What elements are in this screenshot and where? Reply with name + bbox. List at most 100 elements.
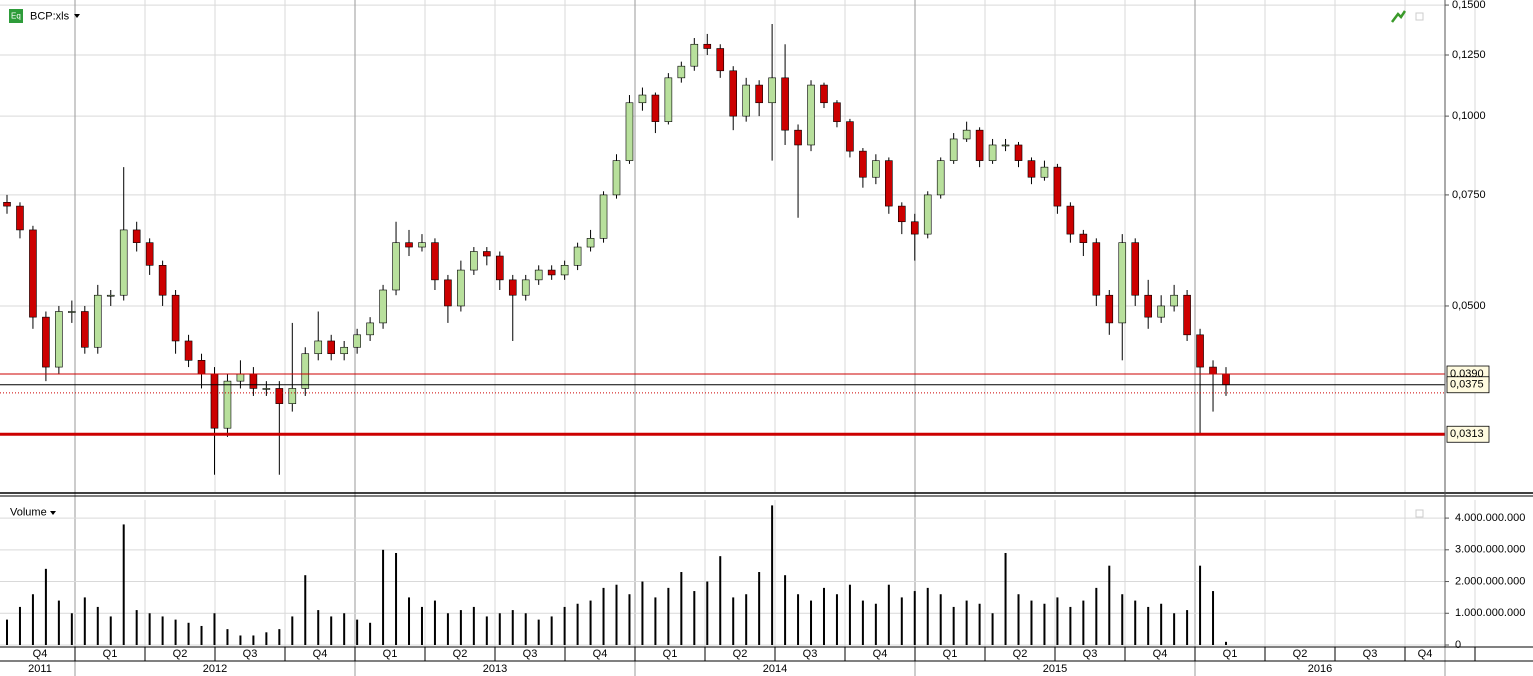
year-label: 2015 xyxy=(1043,663,1067,675)
dropdown-arrow[interactable] xyxy=(74,14,80,18)
candle-body xyxy=(3,202,11,207)
candle-body xyxy=(327,340,336,355)
volume-bar xyxy=(641,581,644,645)
candle-body xyxy=(936,160,945,196)
volume-bar xyxy=(654,597,657,645)
candle-body xyxy=(1040,166,1049,178)
candle-body xyxy=(781,77,789,131)
candle-body xyxy=(223,380,232,429)
volume-bar xyxy=(356,619,359,645)
dropdown-arrow[interactable] xyxy=(50,511,56,515)
quarter-label: Q4 xyxy=(1153,648,1168,660)
volume-bar xyxy=(1004,552,1007,645)
y-tick-label: 0,0500 xyxy=(1452,300,1486,312)
volume-bar xyxy=(628,594,631,645)
quarter-label: Q1 xyxy=(943,648,958,660)
volume-bar xyxy=(706,581,709,645)
candle-body xyxy=(249,373,258,389)
window-button[interactable] xyxy=(1415,509,1424,518)
candle-body xyxy=(807,84,815,146)
volume-title[interactable]: Volume xyxy=(10,506,47,518)
volume-bar xyxy=(1043,603,1046,645)
volume-bar xyxy=(524,613,527,645)
candle-body xyxy=(29,229,37,318)
y-tick-label: 0,1500 xyxy=(1452,0,1486,11)
volume-bar xyxy=(926,587,929,645)
level-label-box xyxy=(1446,425,1490,443)
chart-title[interactable]: BCP:xls xyxy=(30,10,70,22)
volume-bar xyxy=(511,610,514,645)
candle-body xyxy=(586,238,595,248)
volume-bar xyxy=(291,616,294,645)
candle-body xyxy=(379,289,387,324)
level-label: 0,0313 xyxy=(1450,428,1484,440)
volume-bar xyxy=(1017,594,1020,645)
volume-bar xyxy=(719,556,722,645)
candle-body xyxy=(457,269,465,307)
volume-bar xyxy=(1095,587,1098,645)
quarter-label: Q1 xyxy=(663,648,678,660)
candle-body xyxy=(885,160,893,207)
volume-bar xyxy=(485,616,488,645)
volume-bar xyxy=(83,597,86,645)
volume-bar xyxy=(771,505,774,645)
candle-body xyxy=(16,205,24,231)
quarter-label: Q4 xyxy=(1418,648,1433,660)
candle-body xyxy=(68,311,76,313)
volume-bar xyxy=(667,587,670,645)
quarter-label: Q2 xyxy=(1293,648,1308,660)
candle-body xyxy=(923,194,932,235)
volume-bar xyxy=(343,613,346,645)
candle-body xyxy=(275,388,284,404)
volume-bar xyxy=(1082,600,1085,645)
volume-bar xyxy=(1108,565,1111,645)
volume-bar xyxy=(395,552,398,645)
volume-bar xyxy=(563,606,566,645)
candle-body xyxy=(1196,334,1204,368)
candle-body xyxy=(444,279,452,307)
candle-body xyxy=(910,221,919,235)
candle-body xyxy=(573,246,582,266)
quarter-label: Q3 xyxy=(1363,648,1378,660)
quarter-label: Q2 xyxy=(173,648,188,660)
volume-bar xyxy=(278,629,281,645)
candle-body xyxy=(132,229,141,243)
window-button[interactable] xyxy=(1415,12,1424,21)
volume-bar xyxy=(70,613,73,645)
candle-body xyxy=(664,77,673,122)
candle-body xyxy=(859,150,867,178)
quarter-label: Q1 xyxy=(383,648,398,660)
volume-bar xyxy=(913,591,916,645)
candle-body xyxy=(1105,294,1114,324)
volume-bar xyxy=(304,575,307,645)
candle-body xyxy=(1170,294,1178,307)
candle-body xyxy=(314,340,323,355)
volume-bar xyxy=(745,594,748,645)
candle-body xyxy=(742,84,750,117)
volume-bar xyxy=(1160,603,1163,645)
candle-body xyxy=(288,388,297,404)
candle-body xyxy=(392,242,400,291)
year-label: 2016 xyxy=(1308,663,1332,675)
volume-bar xyxy=(420,606,423,645)
candle-body xyxy=(236,373,245,382)
candle-body xyxy=(262,388,271,390)
candle-body xyxy=(405,242,413,248)
candle-body xyxy=(897,205,906,223)
candle-body xyxy=(1027,160,1036,178)
chart-type-icon[interactable] xyxy=(1391,10,1407,23)
volume-bar xyxy=(239,635,242,645)
year-label: 2011 xyxy=(28,663,52,675)
candle-body xyxy=(872,160,880,178)
candle-body xyxy=(1157,305,1165,318)
candle-body xyxy=(470,251,478,271)
candle-body xyxy=(962,129,971,140)
candle-body xyxy=(988,144,997,161)
y-tick-label: 0,1250 xyxy=(1452,49,1486,61)
candle-body xyxy=(534,269,543,281)
candle-body xyxy=(1222,373,1230,386)
volume-bar xyxy=(1212,591,1215,645)
volume-bar xyxy=(835,594,838,645)
quarter-label: Q3 xyxy=(803,648,818,660)
symbol-icon[interactable] xyxy=(9,9,23,23)
